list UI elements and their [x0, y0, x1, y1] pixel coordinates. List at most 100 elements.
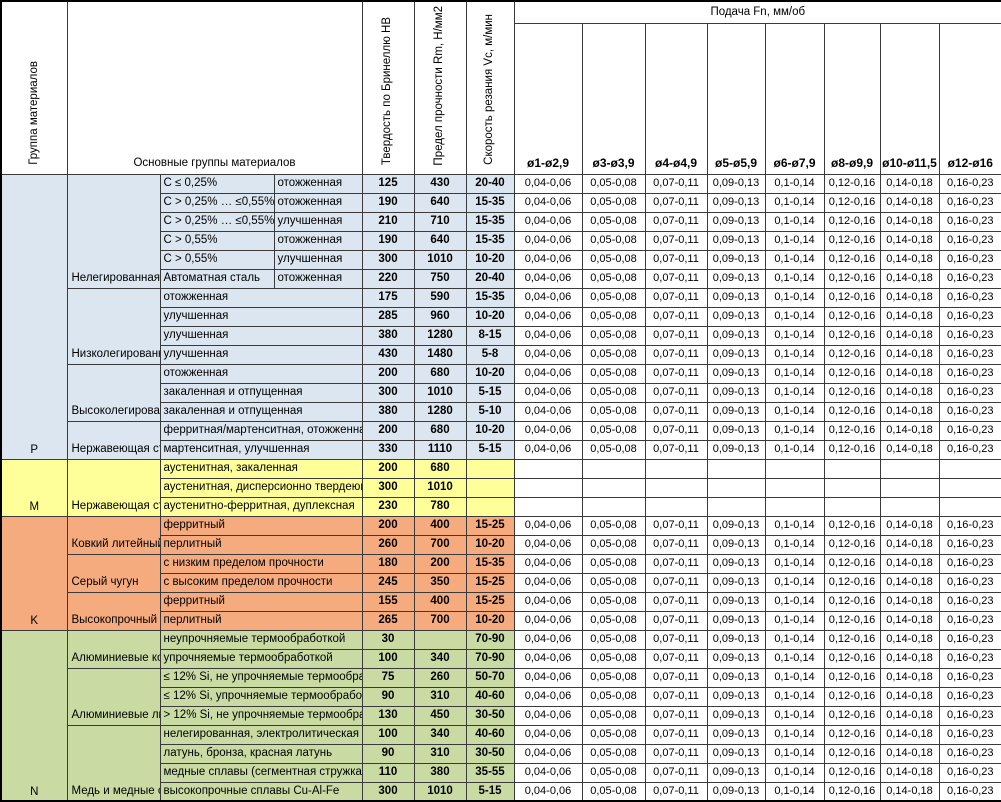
strength-cell: 1280	[413, 325, 467, 346]
feed-cell: 0,04-0,06	[513, 629, 583, 650]
hardness-cell: 200	[361, 363, 415, 384]
feed-cell: 0,14-0,18	[879, 515, 940, 536]
feed-cell: 0,1-0,14	[764, 534, 825, 555]
feed-cell: 0,05-0,08	[581, 724, 646, 745]
strength-cell: 310	[413, 686, 467, 707]
table-row: аустенитная, дисперсионно твердеющая 300 1…	[1, 477, 1001, 498]
cutting-speed-cell: 15-25	[465, 572, 515, 593]
feed-cell: 0,14-0,18	[879, 192, 940, 213]
cutting-speed-cell: 5-8	[465, 344, 515, 365]
feed-cell: 0,14-0,18	[879, 648, 940, 669]
strength-cell: 1110	[413, 439, 467, 460]
feed-cell: 0,1-0,14	[764, 781, 825, 802]
table-row: C > 0,55% отожженная 190 640 15-35 0,04-0,06 0…	[1, 230, 1001, 251]
feed-cell: 0,09-0,13	[706, 648, 766, 669]
feed-cell: 0,04-0,06	[513, 724, 583, 745]
strength-cell: 400	[413, 591, 467, 612]
feed-cell	[581, 458, 646, 479]
material-group-cell: Серый чугун	[66, 553, 161, 593]
feed-cell: 0,16-0,23	[938, 420, 1001, 441]
strength-cell: 960	[413, 306, 467, 327]
table-row: C > 0,55% улучшенная 300 1010 10-20 0,04-0,06…	[1, 249, 1001, 270]
feed-cell: 0,07-0,11	[644, 439, 708, 460]
feed-cell: 0,12-0,16	[823, 743, 881, 764]
diameter-header: ø12-ø16	[938, 22, 1001, 175]
material-group-cell: Нержавеющая сталь	[66, 420, 161, 460]
feed-cell: 0,07-0,11	[644, 629, 708, 650]
feed-cell	[764, 477, 825, 498]
feed-cell: 0,16-0,23	[938, 667, 1001, 688]
feed-cell: 0,12-0,16	[823, 439, 881, 460]
material-detail-cell: закаленная и отпущенная	[159, 401, 363, 422]
diameter-header: ø1-ø2,9	[513, 22, 583, 175]
material-group-cell: Нелегированная сталь	[66, 173, 161, 289]
cutting-speed-cell: 10-20	[465, 249, 515, 270]
feed-cell	[938, 477, 1001, 498]
material-detail-cell: упрочняемые термообработкой	[159, 648, 363, 669]
feed-cell	[644, 496, 708, 517]
material-detail-cell: отожженная	[159, 363, 363, 384]
hardness-cell: 110	[361, 762, 415, 783]
feed-cell: 0,09-0,13	[706, 363, 766, 384]
material-detail-cell: с низким пределом прочности	[159, 553, 363, 574]
feed-cell: 0,12-0,16	[823, 344, 881, 365]
feed-cell: 0,05-0,08	[581, 287, 646, 308]
feed-cell: 0,16-0,23	[938, 515, 1001, 536]
feed-cell: 0,14-0,18	[879, 610, 940, 631]
feed-cell: 0,16-0,23	[938, 325, 1001, 346]
diameter-header: ø6-ø7,9	[764, 22, 825, 175]
strength-cell: 680	[413, 420, 467, 441]
feed-cell	[513, 477, 583, 498]
feed-cell: 0,12-0,16	[823, 572, 881, 593]
hardness-cell: 230	[361, 496, 415, 517]
main-groups-header: Основные группы материалов	[66, 0, 363, 175]
strength-cell: 590	[413, 287, 467, 308]
feed-cell: 0,16-0,23	[938, 439, 1001, 460]
material-detail-cell: закаленная и отпущенная	[159, 382, 363, 403]
feed-cell: 0,05-0,08	[581, 648, 646, 669]
feed-cell: 0,07-0,11	[644, 648, 708, 669]
feed-cell: 0,14-0,18	[879, 572, 940, 593]
feed-cell: 0,14-0,18	[879, 667, 940, 688]
feed-cell: 0,1-0,14	[764, 648, 825, 669]
feed-cell	[644, 477, 708, 498]
feed-cell	[823, 458, 881, 479]
material-detail-cell: C ≤ 0,25%	[159, 173, 275, 194]
feed-cell: 0,1-0,14	[764, 363, 825, 384]
cutting-speed-cell: 10-20	[465, 534, 515, 555]
feed-cell	[706, 496, 766, 517]
feed-cell: 0,16-0,23	[938, 686, 1001, 707]
strength-cell: 750	[413, 268, 467, 289]
strength-header-label: Предел прочности Rm, Н/мм2	[433, 5, 446, 166]
table-row: закаленная и отпущенная 380 1280 5-10 0,04-0…	[1, 401, 1001, 422]
feed-cell: 0,09-0,13	[706, 610, 766, 631]
cutting-speed-cell	[465, 477, 515, 498]
feed-cell: 0,04-0,06	[513, 667, 583, 688]
material-detail-cell: ферритная/мартенситная, отожженная	[159, 420, 363, 441]
cutting-speed-cell: 20-40	[465, 173, 515, 194]
cutting-speed-cell: 70-90	[465, 648, 515, 669]
feed-cell: 0,09-0,13	[706, 420, 766, 441]
feed-cell: 0,1-0,14	[764, 439, 825, 460]
material-detail-cell: > 12% Si, не упрочняемые термообработкой	[159, 705, 363, 726]
hardness-cell: 300	[361, 781, 415, 802]
feed-cell: 0,07-0,11	[644, 173, 708, 194]
feed-cell: 0,09-0,13	[706, 211, 766, 232]
feed-cell: 0,16-0,23	[938, 287, 1001, 308]
hardness-cell: 300	[361, 477, 415, 498]
feed-cell: 0,1-0,14	[764, 401, 825, 422]
feed-cell: 0,07-0,11	[644, 249, 708, 270]
cutting-speed-cell	[465, 496, 515, 517]
cutting-speed-cell: 10-20	[465, 610, 515, 631]
strength-cell: 340	[413, 724, 467, 745]
material-detail-cell: C > 0,55%	[159, 249, 275, 270]
feed-cell: 0,16-0,23	[938, 629, 1001, 650]
feed-cell: 0,05-0,08	[581, 762, 646, 783]
feed-cell: 0,05-0,08	[581, 610, 646, 631]
feed-cell: 0,16-0,23	[938, 173, 1001, 194]
feed-cell: 0,07-0,11	[644, 382, 708, 403]
material-group-cell: Ковкий литейный чугун	[66, 515, 161, 555]
hardness-cell: 90	[361, 686, 415, 707]
feed-cell: 0,1-0,14	[764, 382, 825, 403]
feed-cell: 0,1-0,14	[764, 705, 825, 726]
